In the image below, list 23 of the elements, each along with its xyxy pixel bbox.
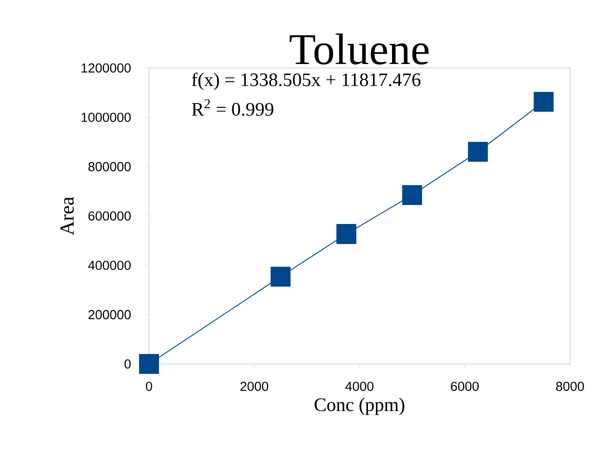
y-tick-label: 1000000 (82, 112, 131, 122)
point (139, 354, 159, 374)
point (468, 142, 488, 162)
point (402, 185, 422, 205)
y-tick-label: 800000 (88, 162, 131, 172)
x-tick-label: 4000 (345, 382, 374, 391)
x-axis-title: Conc (ppm) (314, 398, 404, 416)
y-tick-label: 400000 (88, 260, 131, 270)
point (336, 224, 356, 244)
x-tick-label: 2000 (240, 382, 268, 391)
x-tick-label: 0 (146, 382, 152, 391)
chart-title: Toluene (290, 34, 429, 64)
annotation: f(x) = 1338.505x + 11817.476 (192, 72, 420, 90)
y-axis-title: Area (60, 196, 74, 236)
x-tick-label: 6000 (450, 382, 479, 391)
y-tick-label: 1200000 (82, 63, 131, 73)
point (534, 92, 554, 112)
y-tick-label: 600000 (88, 211, 131, 221)
x-tick-label: 8000 (556, 382, 584, 391)
y-tick-label: 0 (124, 359, 131, 369)
y-tick-label: 200000 (88, 310, 131, 320)
point (270, 266, 291, 287)
annotation: R$^{2}$ = 0.999 (192, 99, 274, 116)
